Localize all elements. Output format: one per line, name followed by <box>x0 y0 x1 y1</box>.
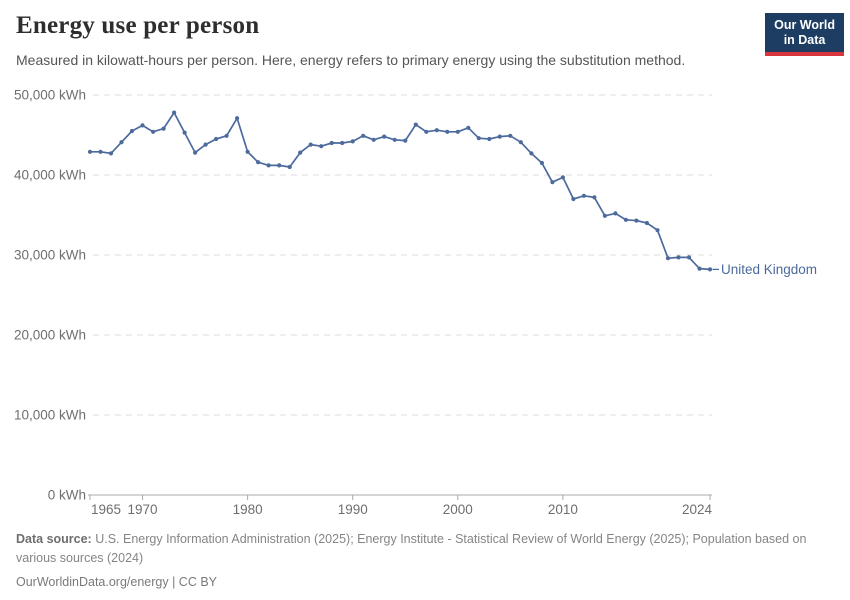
data-point[interactable] <box>172 110 177 115</box>
data-point[interactable] <box>497 134 502 139</box>
data-point[interactable] <box>413 122 418 127</box>
data-point[interactable] <box>697 266 702 271</box>
data-point[interactable] <box>235 116 240 121</box>
data-point[interactable] <box>266 163 271 168</box>
data-point[interactable] <box>350 139 355 144</box>
data-point[interactable] <box>434 128 439 133</box>
data-point[interactable] <box>308 142 313 147</box>
x-axis-tick-label: 2024 <box>682 502 713 517</box>
data-point[interactable] <box>518 140 523 145</box>
data-point[interactable] <box>245 149 250 154</box>
data-point[interactable] <box>182 130 187 135</box>
data-point[interactable] <box>129 128 135 134</box>
data-point[interactable] <box>686 255 692 260</box>
data-source-text: U.S. Energy Information Administration (… <box>16 532 807 565</box>
data-point[interactable] <box>613 211 618 216</box>
owid-logo-line2: in Data <box>783 33 826 47</box>
x-axis-tick-label: 1965 <box>91 502 121 517</box>
x-axis-tick-label: 1970 <box>128 502 158 517</box>
line-chart-plot-area: 0 kWh 10,000 kWh 20,000 kWh 30,000 kWh 40,00… <box>14 88 817 518</box>
data-point[interactable] <box>592 195 597 200</box>
data-point[interactable] <box>644 220 650 226</box>
data-point[interactable] <box>623 217 629 222</box>
chart-subtitle: Measured in kilowatt-hours per person. H… <box>16 52 686 68</box>
data-point[interactable] <box>392 137 397 142</box>
line-series-united-kingdom[interactable] <box>89 111 711 271</box>
data-point[interactable] <box>571 196 576 202</box>
data-point[interactable] <box>403 138 408 143</box>
data-point[interactable] <box>581 193 587 198</box>
owid-logo-line1: Our World <box>774 18 835 32</box>
data-point[interactable] <box>98 149 103 154</box>
owid-logo[interactable]: Our World in Data <box>765 13 844 56</box>
data-point[interactable] <box>529 151 534 156</box>
x-axis-tick-label: 2000 <box>443 502 473 517</box>
x-axis-tick-label: 1980 <box>233 502 263 517</box>
data-source-note: Data source: U.S. Energy Information Adm… <box>16 530 816 568</box>
chart-footer: Data source: U.S. Energy Information Adm… <box>16 530 816 592</box>
data-point[interactable] <box>119 140 124 145</box>
data-point[interactable] <box>287 164 292 170</box>
data-point[interactable] <box>371 137 376 142</box>
y-axis-tick-label: 0 kWh <box>48 488 86 503</box>
data-point[interactable] <box>424 129 429 134</box>
data-point[interactable] <box>676 255 681 260</box>
y-axis-tick-label: 20,000 kWh <box>14 328 86 343</box>
series-end-label[interactable]: United Kingdom <box>721 262 817 277</box>
data-point[interactable] <box>224 133 229 138</box>
y-axis-tick-label: 30,000 kWh <box>14 248 86 263</box>
y-axis-tick-label: 10,000 kWh <box>14 408 86 423</box>
data-point[interactable] <box>707 267 713 272</box>
x-axis-tick-label: 1990 <box>338 502 368 517</box>
data-point[interactable] <box>329 140 334 146</box>
data-point[interactable] <box>193 150 198 155</box>
data-point[interactable] <box>298 150 303 155</box>
data-point[interactable] <box>466 125 471 130</box>
data-point[interactable] <box>665 256 671 261</box>
x-axis-tick-label: 2010 <box>548 502 578 517</box>
data-point[interactable] <box>161 126 166 131</box>
owid-url-license-link[interactable]: OurWorldinData.org/energy | CC BY <box>16 575 218 589</box>
data-point[interactable] <box>508 133 513 138</box>
data-point[interactable] <box>361 133 366 138</box>
data-point[interactable] <box>340 140 345 146</box>
chart-title: Energy use per person <box>16 12 260 39</box>
data-point[interactable] <box>277 163 282 168</box>
data-point[interactable] <box>634 218 639 223</box>
data-point[interactable] <box>445 129 450 134</box>
data-point[interactable] <box>151 129 156 134</box>
data-point[interactable] <box>476 136 481 141</box>
data-point[interactable] <box>455 129 460 134</box>
data-point[interactable] <box>539 160 545 166</box>
y-axis-tick-label: 50,000 kWh <box>14 88 86 103</box>
data-point[interactable] <box>602 213 608 218</box>
data-point[interactable] <box>655 228 660 233</box>
data-point[interactable] <box>140 123 145 128</box>
data-point[interactable] <box>487 136 492 142</box>
y-axis-tick-label: 40,000 kWh <box>14 168 86 183</box>
data-point[interactable] <box>214 136 219 142</box>
data-point[interactable] <box>203 142 208 147</box>
data-point[interactable] <box>108 151 114 156</box>
data-point[interactable] <box>87 149 93 154</box>
data-source-label: Data source: <box>16 532 92 546</box>
data-point[interactable] <box>560 175 566 180</box>
data-point[interactable] <box>382 134 387 139</box>
data-point[interactable] <box>319 144 324 149</box>
data-point[interactable] <box>256 160 261 165</box>
data-point[interactable] <box>550 180 555 185</box>
